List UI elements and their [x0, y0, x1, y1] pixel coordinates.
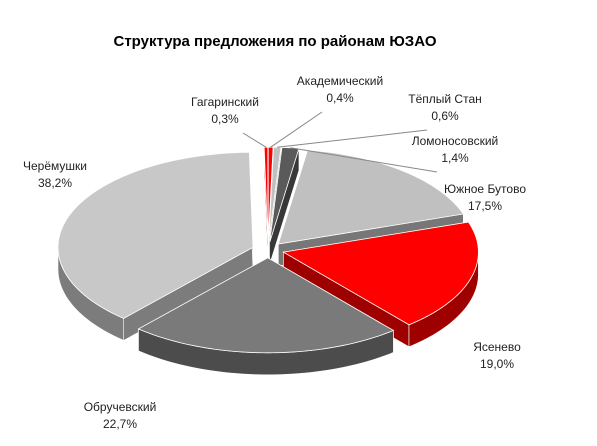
- slice-label: Гагаринский: [191, 95, 259, 109]
- leader-line: [242, 132, 267, 148]
- slice-value-label: 0,4%: [326, 91, 354, 105]
- slice-value-label: 19,0%: [480, 357, 514, 371]
- chart-title: Структура предложения по районам ЮЗАО: [113, 33, 436, 50]
- leader-line: [277, 129, 428, 148]
- slice-label: Ломоносовский: [412, 134, 498, 148]
- pie-slice: [282, 221, 479, 326]
- slice-label: Ясенево: [473, 340, 521, 354]
- slice-value-label: 17,5%: [468, 199, 502, 213]
- slice-value-label: 38,2%: [38, 176, 72, 190]
- slice-label: Академический: [297, 74, 383, 88]
- slice-label: Тёплый Стан: [408, 92, 482, 106]
- leader-line: [290, 147, 438, 173]
- slice-value-label: 0,6%: [431, 109, 459, 123]
- slice-value-label: 1,4%: [441, 151, 469, 165]
- pie-slice: [269, 147, 300, 243]
- slice-label: Южное Бутово: [444, 182, 526, 196]
- pie-slice: [277, 149, 464, 245]
- slice-label: Обручевский: [84, 400, 157, 414]
- pie-slice: [137, 257, 395, 354]
- slice-value-label: 0,3%: [211, 112, 239, 126]
- slice-label: Черёмушки: [23, 159, 87, 173]
- pie-slice: [263, 146, 269, 243]
- slice-value-label: 22,7%: [103, 417, 137, 431]
- pie-slice: [57, 151, 254, 319]
- leader-line: [270, 111, 323, 148]
